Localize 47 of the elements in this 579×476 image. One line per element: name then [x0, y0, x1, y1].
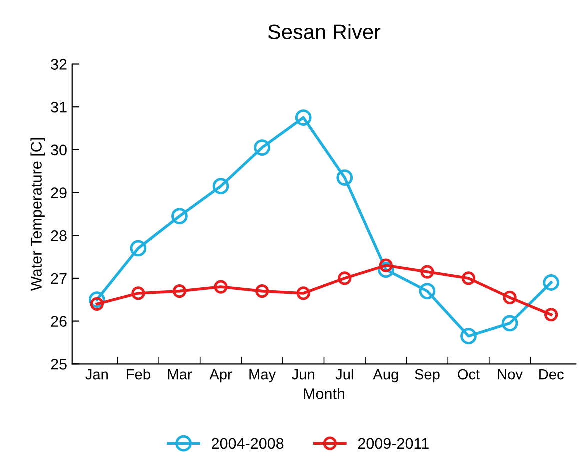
point	[172, 208, 188, 225]
point	[462, 272, 476, 286]
point	[379, 258, 393, 272]
x-tick-label: Jan	[86, 370, 108, 380]
point	[214, 280, 228, 294]
x-tick-label: Nov	[498, 370, 523, 380]
x-tick-label: Apr	[210, 370, 232, 383]
point	[544, 308, 558, 322]
x-tick-label: Aug	[373, 370, 398, 383]
legend-label: 2004-2008	[212, 438, 284, 450]
y-tick-label: 29	[51, 188, 67, 198]
point	[543, 274, 560, 291]
point	[503, 290, 517, 305]
x-tick-label: May	[250, 370, 276, 383]
legend-label: 2009-2011	[358, 438, 429, 450]
x-tick-label: Mar	[168, 370, 192, 380]
point	[460, 328, 477, 344]
point	[90, 297, 104, 311]
y-tick-label: 31	[51, 102, 67, 113]
x-tick-label: Feb	[127, 369, 150, 380]
x-tick-label: Oct	[458, 369, 480, 380]
point	[172, 284, 187, 298]
x-tick-label: Jun	[292, 370, 314, 380]
y-tick-label: 30	[51, 144, 67, 156]
point	[212, 178, 230, 195]
point	[132, 286, 146, 300]
point	[296, 286, 310, 300]
point	[419, 283, 436, 300]
x-axis-title: Month	[304, 388, 344, 400]
point	[254, 140, 270, 156]
x-tick-label: Sep	[415, 369, 440, 383]
point	[130, 240, 147, 257]
y-tick-label: 32	[51, 59, 67, 70]
y-axis-title: Water Temperature [C]	[30, 138, 45, 291]
point	[338, 272, 352, 286]
point	[295, 110, 312, 126]
point	[336, 170, 354, 186]
point	[420, 265, 434, 279]
y-tick-label: 27	[51, 273, 67, 284]
chart-title: Sesan River	[268, 24, 381, 40]
x-tick-label: Dec	[540, 370, 564, 380]
x-tick-label: Jul	[336, 369, 354, 380]
y-tick-label: 25	[51, 359, 67, 370]
y-tick-label: 28	[51, 230, 67, 242]
point	[502, 315, 518, 332]
point	[256, 284, 270, 298]
y-tick-label: 26	[51, 316, 67, 327]
